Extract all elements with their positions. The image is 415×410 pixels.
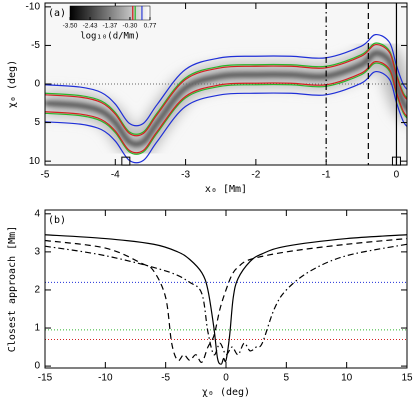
x-axis-label: χ₀ (deg) — [202, 387, 250, 398]
y-tick-label: 5 — [34, 117, 40, 128]
x-tick-label: -2 — [251, 170, 260, 181]
curve — [45, 234, 407, 365]
y-tick-label: 2 — [34, 285, 40, 296]
panel-label: (b) — [48, 215, 66, 226]
y-axis-label: χ₀ (deg) — [7, 60, 18, 108]
x-tick-label: -10 — [98, 373, 113, 384]
y-tick-label: 0 — [34, 79, 40, 90]
y-tick-label: 10 — [29, 156, 41, 167]
colorbar-tick-label: -0.30 — [123, 23, 138, 30]
x-tick-label: -5 — [161, 373, 170, 384]
x-tick-label: 0 — [223, 373, 229, 384]
colorbar-tick-label: -3.50 — [63, 23, 78, 30]
x-tick-label: 5 — [284, 373, 290, 384]
plot-frame — [44, 209, 408, 369]
plot-frame — [44, 2, 408, 166]
contour-layer — [45, 3, 407, 165]
curve — [45, 243, 407, 356]
y-tick-label: 0 — [34, 361, 40, 372]
x-axis-label: x₀ [Mm] — [205, 184, 247, 195]
colorbar-tick-label: -1.37 — [102, 23, 117, 30]
colorbar-tick-label: -2.43 — [83, 23, 98, 30]
x-tick-label: 0 — [394, 170, 400, 181]
x-tick-label: -4 — [111, 170, 120, 181]
y-tick-label: 1 — [34, 323, 40, 334]
x-tick-label: -1 — [322, 170, 331, 181]
y-tick-label: 4 — [34, 208, 40, 219]
y-axis-label: Closest approach [Mm] — [7, 226, 18, 352]
curve — [45, 237, 407, 363]
x-tick-label: -3 — [181, 170, 190, 181]
x-tick-label: -15 — [38, 373, 53, 384]
panel-label: (a) — [48, 8, 66, 19]
x-tick-label: -5 — [41, 170, 50, 181]
y-tick-label: -5 — [31, 40, 40, 51]
y-tick-label: 3 — [34, 247, 40, 258]
colorbar-label: log₁₀(d/Mm) — [80, 32, 140, 42]
x-tick-label: 10 — [341, 373, 353, 384]
y-tick-label: -10 — [26, 1, 41, 12]
line-layer — [45, 234, 407, 365]
colorbar-tick-label: 0.77 — [144, 23, 157, 30]
x-tick-label: 15 — [401, 373, 413, 384]
